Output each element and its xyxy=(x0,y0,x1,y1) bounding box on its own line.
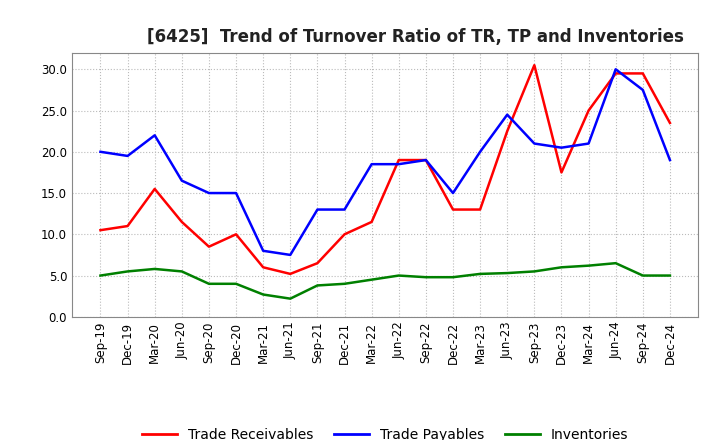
Trade Receivables xyxy=(421,158,430,163)
Trade Payables xyxy=(178,178,186,183)
Legend: Trade Receivables, Trade Payables, Inventories: Trade Receivables, Trade Payables, Inven… xyxy=(137,422,634,440)
Inventories xyxy=(259,292,268,297)
Trade Payables xyxy=(259,248,268,253)
Trade Payables xyxy=(449,191,457,196)
Trade Payables xyxy=(123,153,132,158)
Inventories xyxy=(476,271,485,276)
Trade Receivables xyxy=(530,62,539,68)
Inventories xyxy=(611,260,620,266)
Trade Receivables xyxy=(367,219,376,224)
Inventories xyxy=(178,269,186,274)
Trade Receivables xyxy=(611,71,620,76)
Inventories xyxy=(367,277,376,282)
Inventories xyxy=(557,264,566,270)
Trade Receivables xyxy=(584,108,593,113)
Trade Payables xyxy=(421,158,430,163)
Trade Payables xyxy=(150,132,159,138)
Inventories xyxy=(96,273,105,278)
Trade Receivables xyxy=(178,219,186,224)
Trade Payables xyxy=(639,87,647,92)
Trade Payables xyxy=(96,149,105,154)
Trade Payables xyxy=(503,112,511,117)
Inventories xyxy=(449,275,457,280)
Line: Inventories: Inventories xyxy=(101,263,670,299)
Line: Trade Payables: Trade Payables xyxy=(101,69,670,255)
Trade Receivables xyxy=(503,128,511,134)
Trade Payables xyxy=(313,207,322,212)
Trade Payables xyxy=(341,207,349,212)
Trade Payables xyxy=(611,66,620,72)
Trade Receivables xyxy=(341,231,349,237)
Inventories xyxy=(150,266,159,271)
Trade Receivables xyxy=(395,158,403,163)
Inventories xyxy=(232,281,240,286)
Trade Receivables xyxy=(259,264,268,270)
Trade Receivables xyxy=(232,231,240,237)
Inventories xyxy=(584,263,593,268)
Trade Payables xyxy=(557,145,566,150)
Trade Payables xyxy=(395,161,403,167)
Trade Payables xyxy=(584,141,593,146)
Trade Receivables xyxy=(96,227,105,233)
Inventories xyxy=(530,269,539,274)
Inventories xyxy=(341,281,349,286)
Trade Payables xyxy=(367,161,376,167)
Trade Payables xyxy=(476,149,485,154)
Trade Receivables xyxy=(313,260,322,266)
Inventories xyxy=(503,271,511,276)
Trade Receivables xyxy=(123,224,132,229)
Text: [6425]  Trend of Turnover Ratio of TR, TP and Inventories: [6425] Trend of Turnover Ratio of TR, TP… xyxy=(147,28,684,46)
Line: Trade Receivables: Trade Receivables xyxy=(101,65,670,274)
Inventories xyxy=(421,275,430,280)
Trade Payables xyxy=(204,191,213,196)
Trade Receivables xyxy=(639,71,647,76)
Trade Receivables xyxy=(286,271,294,276)
Inventories xyxy=(639,273,647,278)
Inventories xyxy=(665,273,674,278)
Trade Receivables xyxy=(557,170,566,175)
Trade Payables xyxy=(286,252,294,257)
Trade Payables xyxy=(530,141,539,146)
Trade Payables xyxy=(232,191,240,196)
Inventories xyxy=(395,273,403,278)
Trade Receivables xyxy=(150,186,159,191)
Trade Payables xyxy=(665,158,674,163)
Inventories xyxy=(286,296,294,301)
Trade Receivables xyxy=(665,120,674,125)
Inventories xyxy=(313,283,322,288)
Inventories xyxy=(204,281,213,286)
Trade Receivables xyxy=(476,207,485,212)
Trade Receivables xyxy=(449,207,457,212)
Inventories xyxy=(123,269,132,274)
Trade Receivables xyxy=(204,244,213,249)
